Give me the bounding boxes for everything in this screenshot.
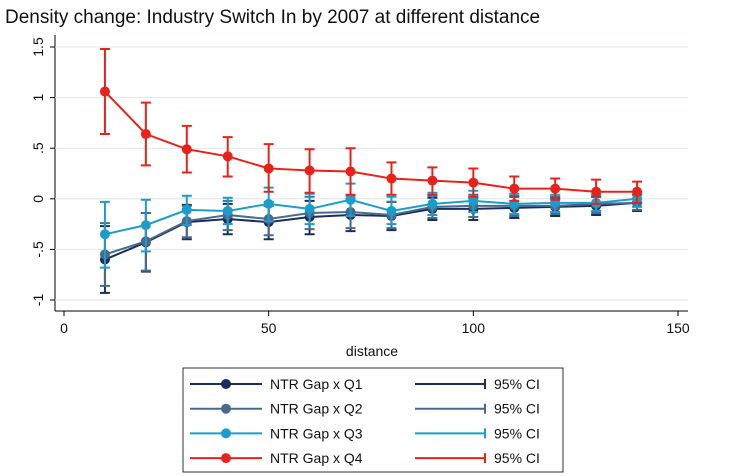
- legend-marker: [221, 403, 231, 414]
- marker: [222, 205, 233, 216]
- marker: [468, 195, 479, 206]
- y-tick-label: .5: [30, 142, 46, 154]
- marker: [222, 151, 233, 162]
- y-tick-label: -.5: [30, 241, 46, 258]
- marker: [304, 165, 315, 176]
- series-line: [104, 201, 638, 256]
- marker: [140, 220, 151, 231]
- series-line: [104, 201, 638, 261]
- legend-ci-label: 95% CI: [494, 450, 540, 466]
- marker: [632, 186, 643, 197]
- x-tick-label: 50: [261, 320, 277, 336]
- marker: [263, 198, 274, 209]
- marker: [509, 183, 520, 194]
- y-tick-label: 0: [30, 195, 46, 203]
- legend-label: NTR Gap x Q4: [270, 450, 363, 466]
- marker: [550, 183, 561, 194]
- y-tick-label: 1.5: [30, 37, 46, 57]
- legend-label: NTR Gap x Q1: [270, 376, 363, 392]
- marker: [386, 173, 397, 184]
- marker: [386, 205, 397, 216]
- x-tick-label: 0: [60, 320, 68, 336]
- y-tick-label: -1: [30, 294, 46, 307]
- marker: [304, 203, 315, 214]
- marker: [140, 129, 151, 140]
- x-tick-label: 100: [462, 320, 486, 336]
- y-tick-label: 1: [30, 93, 46, 101]
- marker: [427, 175, 438, 186]
- marker: [99, 229, 110, 240]
- marker: [181, 204, 192, 215]
- legend-ci: [415, 403, 486, 414]
- legend-ci: [415, 379, 486, 389]
- x-tick-label: 150: [666, 320, 690, 336]
- marker: [263, 163, 274, 174]
- series-line: [104, 90, 638, 193]
- legend-ci-label: 95% CI: [494, 425, 540, 441]
- legend-label: NTR Gap x Q3: [270, 425, 363, 441]
- legend-marker: [221, 453, 231, 464]
- series-line: [104, 197, 638, 236]
- legend-ci: [415, 428, 486, 439]
- legend-marker: [221, 428, 231, 439]
- legend-marker: [221, 379, 231, 389]
- marker: [468, 177, 479, 188]
- marker: [345, 166, 356, 177]
- marker: [345, 194, 356, 205]
- legend-label: NTR Gap x Q2: [270, 401, 363, 417]
- x-axis-title: distance: [346, 343, 398, 359]
- legend-ci-label: 95% CI: [494, 401, 540, 417]
- legend-box: [182, 367, 564, 473]
- marker: [181, 144, 192, 155]
- legend-ci: [415, 453, 486, 464]
- legend-ci-label: 95% CI: [494, 376, 540, 392]
- chart-title: Density change: Industry Switch In by 20…: [5, 7, 540, 28]
- marker: [591, 186, 602, 197]
- marker: [99, 86, 110, 97]
- marker: [427, 198, 438, 209]
